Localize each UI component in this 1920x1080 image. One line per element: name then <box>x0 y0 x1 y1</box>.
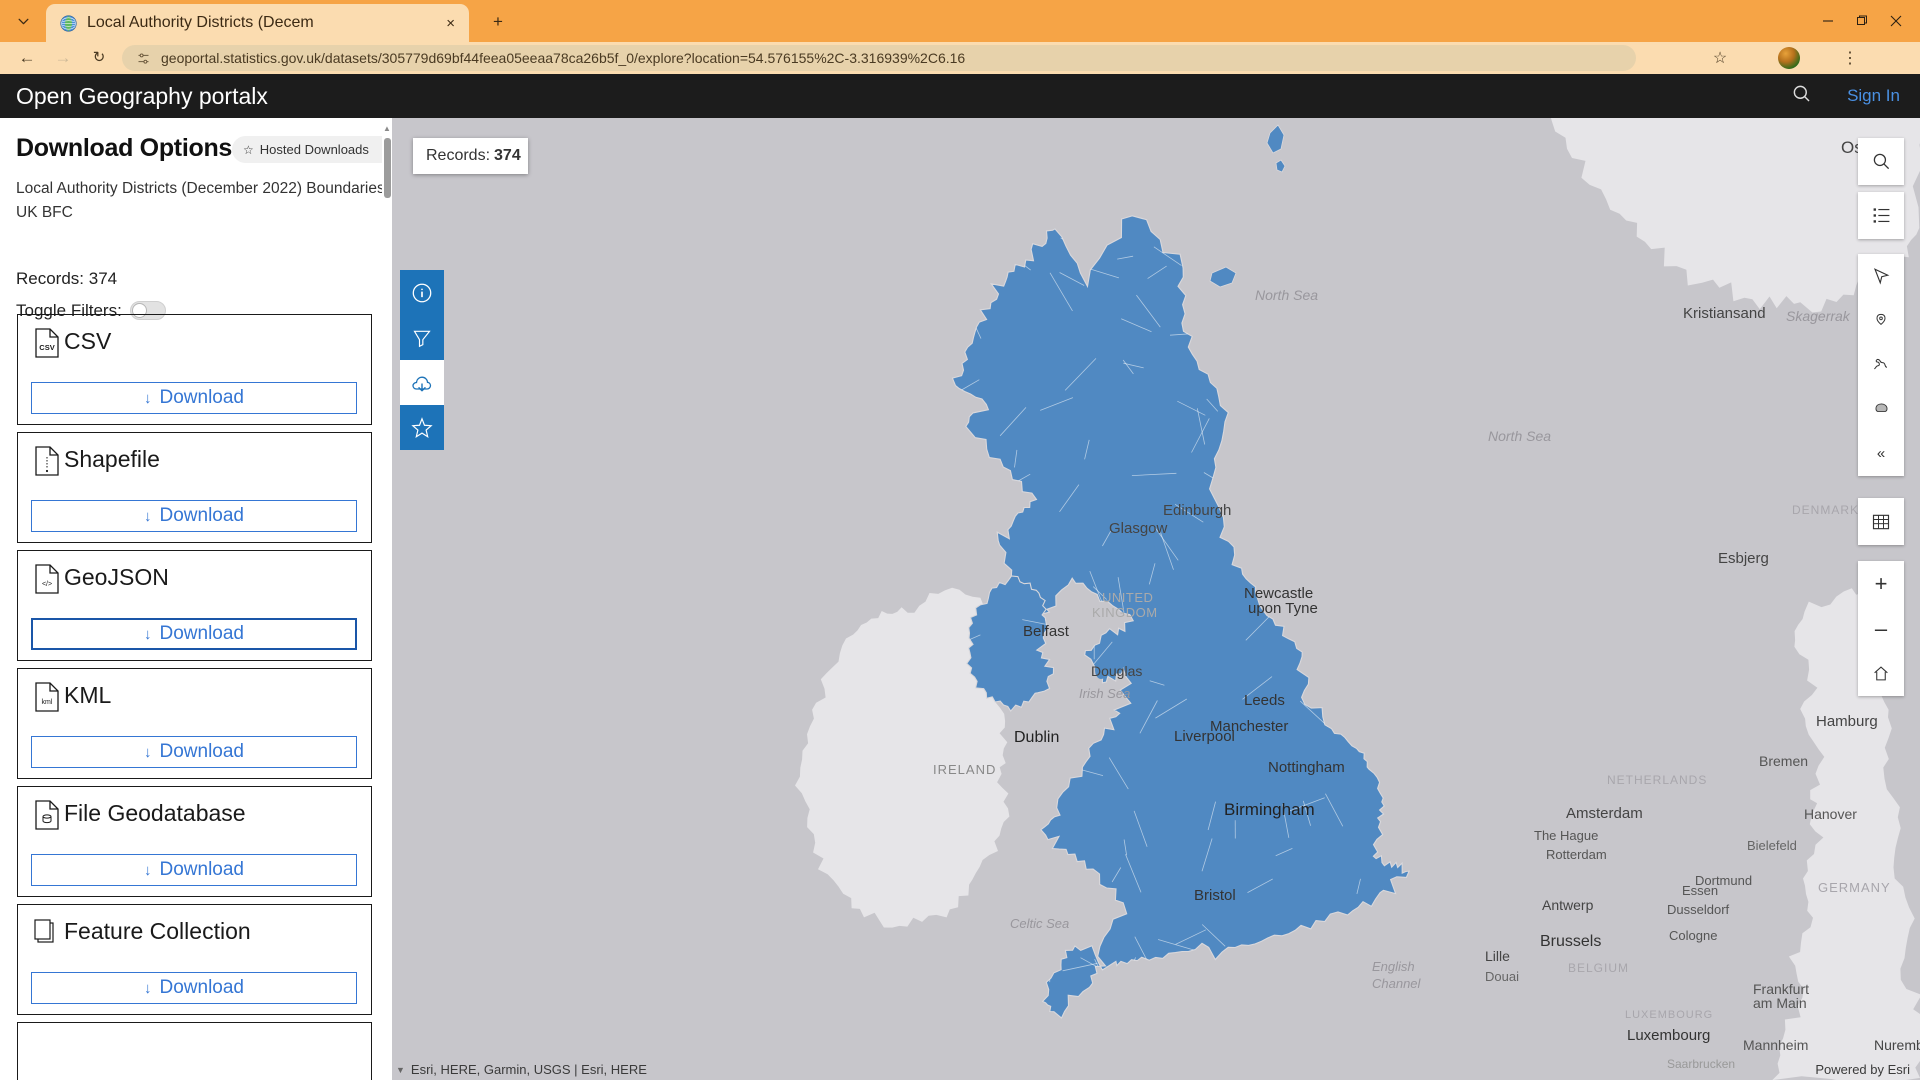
svg-text:</>: </> <box>42 581 52 588</box>
svg-text:kml: kml <box>42 699 53 706</box>
svg-text:CSV: CSV <box>39 343 54 352</box>
